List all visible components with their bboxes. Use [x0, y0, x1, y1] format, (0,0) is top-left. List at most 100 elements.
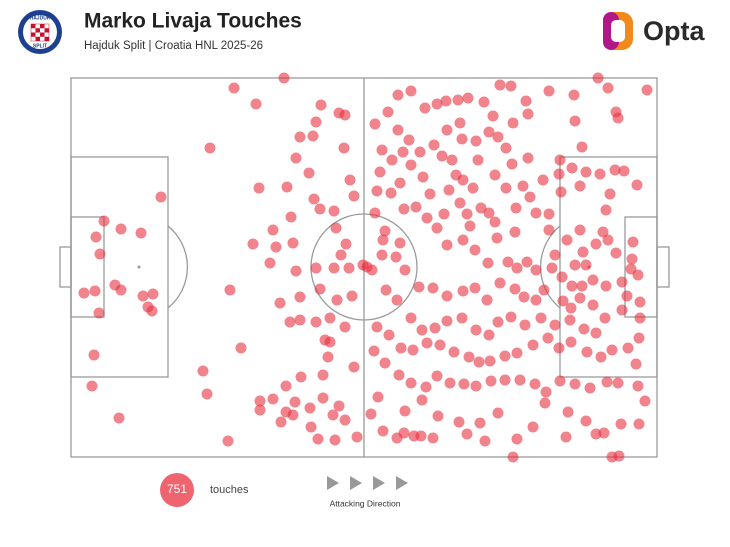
- touch-point: [549, 319, 561, 331]
- touch-point: [463, 351, 475, 363]
- touch-point: [280, 406, 292, 418]
- touch-point: [413, 281, 425, 293]
- touch-point: [405, 312, 417, 324]
- touch-point: [502, 256, 514, 268]
- touch-point: [383, 329, 395, 341]
- touch-point: [618, 165, 630, 177]
- touch-point: [506, 158, 518, 170]
- touch-point: [458, 378, 470, 390]
- touch-point: [322, 351, 334, 363]
- touch-point: [310, 262, 322, 274]
- touch-point: [522, 108, 534, 120]
- touch-point: [421, 337, 433, 349]
- touch-point: [615, 418, 627, 430]
- touch-point: [339, 321, 351, 333]
- touch-point: [491, 232, 503, 244]
- touch-point: [377, 425, 389, 437]
- touch-point: [351, 431, 363, 443]
- touch-point: [633, 418, 645, 430]
- touch-point: [529, 378, 541, 390]
- touch-point: [386, 154, 398, 166]
- touch-point: [417, 171, 429, 183]
- touch-point: [310, 116, 322, 128]
- touch-point: [560, 431, 572, 443]
- crest: HAJDUK SPLIT: [18, 10, 62, 54]
- touch-point: [314, 283, 326, 295]
- touch-point: [376, 249, 388, 261]
- brand-logo: Opta: [603, 12, 705, 50]
- touch-point: [475, 202, 487, 214]
- touch-point: [590, 238, 602, 250]
- touch-point: [632, 380, 644, 392]
- touch-point: [470, 324, 482, 336]
- touch-point: [395, 342, 407, 354]
- touch-point: [478, 96, 490, 108]
- touch-point: [543, 85, 555, 97]
- touch-point: [499, 350, 511, 362]
- touch-point: [421, 212, 433, 224]
- touch-point: [307, 130, 319, 142]
- touch-point: [346, 290, 358, 302]
- touch-point: [553, 168, 565, 180]
- touch-point: [250, 98, 262, 110]
- touch-point: [328, 205, 340, 217]
- touch-point: [376, 144, 388, 156]
- touch-point: [369, 207, 381, 219]
- touch-point: [390, 251, 402, 263]
- legend: 751 touches Attacking Direction: [160, 473, 408, 508]
- touch-point: [113, 412, 125, 424]
- touch-point: [595, 351, 607, 363]
- touch-point: [483, 329, 495, 341]
- touch-point: [542, 332, 554, 344]
- touch-point: [584, 382, 596, 394]
- touch-point: [392, 124, 404, 136]
- touch-point: [275, 416, 287, 428]
- touch-point: [403, 134, 415, 146]
- touch-point: [247, 238, 259, 250]
- touch-point: [530, 207, 542, 219]
- brand-name: Opta: [643, 16, 705, 46]
- touch-point: [303, 167, 315, 179]
- touch-point: [343, 262, 355, 274]
- touch-point: [530, 294, 542, 306]
- touch-point: [574, 180, 586, 192]
- touch-point: [590, 327, 602, 339]
- touch-point: [86, 380, 98, 392]
- title: Marko Livaja Touches: [84, 10, 302, 33]
- touch-point: [600, 280, 612, 292]
- touch-point: [453, 416, 465, 428]
- touch-point: [270, 241, 282, 253]
- touch-point: [348, 190, 360, 202]
- touch-point: [333, 400, 345, 412]
- touch-point: [564, 314, 576, 326]
- touch-point: [492, 316, 504, 328]
- touch-point: [530, 264, 542, 276]
- touch-point: [505, 80, 517, 92]
- touch-point: [470, 380, 482, 392]
- touch-point: [600, 204, 612, 216]
- touch-point: [562, 406, 574, 418]
- touch-point: [599, 312, 611, 324]
- touch-point: [633, 332, 645, 344]
- touch-point: [454, 117, 466, 129]
- touch-point: [469, 282, 481, 294]
- touch-point: [554, 154, 566, 166]
- touch-point: [339, 109, 351, 121]
- touch-point: [432, 410, 444, 422]
- touch-point: [630, 358, 642, 370]
- touch-point: [371, 321, 383, 333]
- touch-point: [115, 284, 127, 296]
- touch-point: [639, 395, 651, 407]
- legend-marker: [160, 473, 194, 507]
- touch-point: [339, 414, 351, 426]
- touch-point: [235, 342, 247, 354]
- touch-point: [622, 342, 634, 354]
- touch-point: [557, 295, 569, 307]
- touch-point: [380, 284, 392, 296]
- touch-point: [98, 215, 110, 227]
- touch-point: [414, 146, 426, 158]
- touch-point: [456, 312, 468, 324]
- touch-point: [135, 227, 147, 239]
- touch-point: [405, 159, 417, 171]
